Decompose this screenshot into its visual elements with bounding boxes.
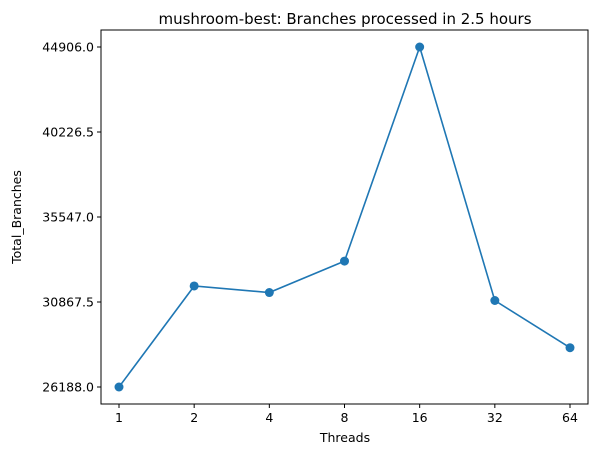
data-point: [415, 42, 425, 52]
y-tick-label: 44906.0: [42, 40, 94, 55]
x-tick-label: 16: [412, 410, 428, 425]
y-axis-label: Total_Branches: [9, 170, 24, 265]
x-tick-label: 4: [265, 410, 273, 425]
x-tick-label: 8: [341, 410, 349, 425]
data-point: [565, 343, 575, 353]
plot-frame: [100, 29, 589, 405]
data-point: [264, 288, 274, 298]
data-point: [189, 281, 199, 291]
data-point: [114, 382, 124, 392]
y-tick-label: 30867.5: [42, 294, 94, 309]
chart-title: mushroom-best: Branches processed in 2.5…: [158, 10, 531, 28]
data-point: [340, 256, 349, 266]
x-axis: 1 2 4 8 16 32 64: [115, 404, 578, 425]
series-line: [114, 42, 575, 392]
x-tick-label: 1: [115, 410, 123, 425]
y-axis: 26188.0 30867.5 35547.0 40226.5 44906.0: [42, 40, 101, 394]
x-tick-label: 32: [487, 410, 503, 425]
y-tick-label: 40226.5: [42, 125, 94, 140]
x-axis-label: Threads: [319, 430, 370, 445]
x-tick-label: 2: [190, 410, 198, 425]
series-path: [118, 44, 571, 388]
data-point: [490, 296, 500, 306]
y-tick-label: 26188.0: [42, 379, 94, 394]
y-tick-label: 35547.0: [42, 210, 94, 225]
x-tick-label: 64: [562, 410, 578, 425]
